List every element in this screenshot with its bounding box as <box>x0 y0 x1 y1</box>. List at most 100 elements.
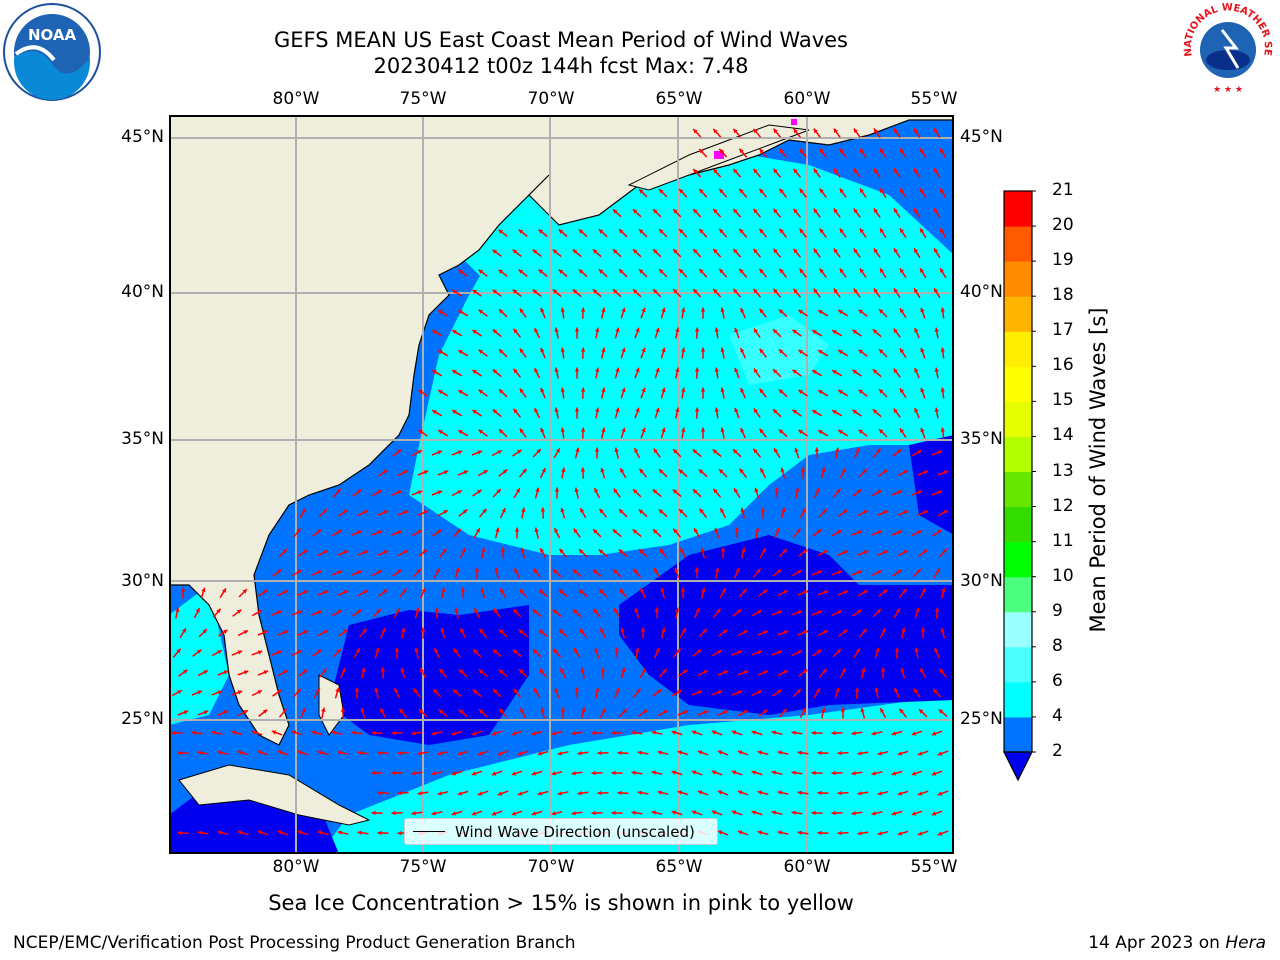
nws-logo: NATIONAL WEATHER SERVICE ★ ★ ★ <box>1174 0 1278 100</box>
wind-wave-arrowhead <box>822 668 827 674</box>
wind-wave-arrowhead <box>938 709 944 714</box>
wind-wave-arrowhead <box>337 830 342 835</box>
wind-wave-arrowhead <box>737 690 743 695</box>
wind-wave-arrowhead <box>740 308 745 313</box>
wind-wave-arrowhead <box>943 470 949 475</box>
wind-wave-arrowhead <box>915 607 920 613</box>
wind-wave-arrowhead <box>843 590 849 595</box>
wind-wave-arrowhead <box>699 149 704 154</box>
wind-wave-arrowhead <box>494 567 499 572</box>
colorbar-tick-label: 16 <box>1052 355 1074 376</box>
wind-wave-arrowhead <box>463 470 469 475</box>
wind-wave-arrowhead <box>497 791 503 796</box>
wind-wave-arrowhead <box>633 489 638 494</box>
wind-wave-arrowhead <box>431 731 436 736</box>
wind-wave-arrowhead <box>779 148 784 154</box>
wind-wave-arrowhead <box>601 387 606 392</box>
lon-label-bottom: 60°W <box>783 857 831 877</box>
wind-wave-arrowhead <box>811 730 816 736</box>
wind-wave-arrowhead <box>578 269 584 274</box>
wind-wave-arrowhead <box>619 588 624 594</box>
wind-wave-arrowhead <box>452 289 457 294</box>
wind-wave-arrowhead <box>394 647 400 652</box>
wind-wave-arrowhead <box>877 831 883 836</box>
wind-wave-arrowhead <box>595 407 600 412</box>
wind-wave-arrowhead <box>417 490 423 495</box>
wind-wave-arrowhead <box>763 630 769 635</box>
wind-wave-arrowhead <box>797 790 802 795</box>
wind-wave-arrowhead <box>723 670 729 675</box>
wind-wave-arrowhead <box>471 811 477 816</box>
wind-wave-arrowhead <box>661 627 666 633</box>
wind-wave-arrowhead <box>801 708 806 713</box>
wind-wave-arrowhead <box>940 148 945 153</box>
wind-wave-arrowhead <box>633 209 638 214</box>
wind-wave-arrowhead <box>900 268 904 273</box>
wind-wave-arrowhead <box>659 229 664 234</box>
wind-wave-arrowhead <box>815 488 820 493</box>
wind-wave-arrowhead <box>863 590 868 595</box>
wind-wave-arrowhead <box>559 548 564 554</box>
wind-wave-arrowhead <box>894 647 900 652</box>
wind-wave-arrowhead <box>796 528 801 534</box>
map-panel <box>169 115 954 854</box>
wind-wave-arrowhead <box>634 448 639 453</box>
wind-wave-arrowhead <box>860 707 865 713</box>
wind-wave-arrowhead <box>580 307 586 312</box>
wind-wave-arrowhead <box>694 367 700 372</box>
wind-wave-arrowhead <box>940 228 945 233</box>
wind-wave-arrowhead <box>611 730 616 736</box>
wind-wave-arrowhead <box>713 128 718 134</box>
wind-wave-arrowhead <box>632 529 638 534</box>
wind-wave-arrowhead <box>377 790 382 796</box>
wind-wave-arrowhead <box>697 690 703 695</box>
wind-wave-arrowhead <box>642 709 648 714</box>
wind-wave-arrowhead <box>180 587 186 592</box>
wind-wave-arrowhead <box>296 528 301 534</box>
wind-wave-arrowhead <box>514 527 520 532</box>
wind-wave-arrowhead <box>914 328 919 333</box>
wind-wave-arrowhead <box>560 507 565 513</box>
wind-wave-arrowhead <box>383 550 389 555</box>
wind-wave-arrowhead <box>613 249 618 254</box>
wind-wave-arrowhead <box>519 308 524 313</box>
wind-wave-arrowhead <box>661 387 666 393</box>
wind-wave-arrowhead <box>553 569 558 574</box>
wind-wave-arrowhead <box>674 567 679 573</box>
wind-wave-arrowhead <box>511 771 517 776</box>
colorbar-segment <box>1004 226 1032 262</box>
wind-wave-arrowhead <box>737 790 743 795</box>
wind-wave-arrowhead <box>819 188 824 194</box>
colorbar-tick-label: 18 <box>1052 285 1074 306</box>
wind-wave-arrowhead <box>615 407 620 413</box>
wind-wave-arrowhead <box>836 649 841 654</box>
wind-wave-arrowhead <box>482 508 487 514</box>
wind-wave-arrowhead <box>257 830 263 835</box>
wind-wave-arrowhead <box>897 751 903 756</box>
wind-wave-direction-arrows <box>171 127 949 836</box>
wind-wave-arrowhead <box>396 449 402 454</box>
wind-wave-arrowhead <box>555 448 560 453</box>
wind-wave-arrowhead <box>438 350 443 355</box>
wind-wave-arrowhead <box>694 528 699 533</box>
wind-wave-arrowhead <box>741 547 746 553</box>
wind-wave-arrowhead <box>641 307 646 313</box>
graticule <box>169 115 954 854</box>
wind-wave-arrowhead <box>435 568 440 573</box>
wind-wave-arrowhead <box>753 408 758 413</box>
wind-wave-arrowhead <box>402 588 407 594</box>
wind-wave-arrowhead <box>579 628 584 634</box>
wind-wave-arrowhead <box>851 771 856 776</box>
wind-wave-arrowhead <box>303 630 309 635</box>
wind-wave-arrowhead <box>681 347 686 352</box>
wind-wave-arrowhead <box>773 248 778 254</box>
wind-wave-arrowhead <box>615 327 620 333</box>
wind-wave-arrowhead <box>691 730 697 735</box>
wind-wave-arrowhead <box>700 387 706 392</box>
colorbar-tick-label: 2 <box>1052 741 1063 761</box>
colorbar-tick-label: 11 <box>1052 530 1074 551</box>
wind-wave-arrowhead <box>257 610 262 615</box>
lat-label-left: 35°N <box>121 429 164 449</box>
wind-wave-arrowhead <box>315 688 320 693</box>
wind-wave-arrowhead <box>574 407 580 412</box>
